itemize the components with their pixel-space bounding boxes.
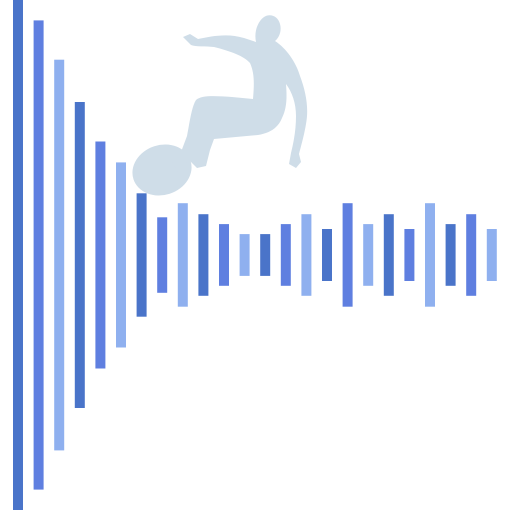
waveform-bar (445, 224, 456, 286)
waveform-bar (342, 203, 353, 307)
waveform-bar (280, 224, 291, 286)
waveform-bar (74, 102, 85, 408)
waveform-bar (404, 229, 415, 281)
waveform-bar (219, 224, 229, 286)
waveform-bar (116, 162, 126, 348)
waveform-bar (239, 234, 250, 276)
waveform-bar (363, 224, 374, 286)
waveform-bar (466, 214, 477, 296)
waveform-bar (136, 193, 147, 317)
waveform-bar (383, 214, 394, 296)
waveform-bar (301, 214, 312, 296)
waveform (13, 0, 497, 510)
waveform-bar (486, 229, 497, 281)
waveform-bar (33, 20, 44, 490)
surfer-silhouette (132, 15, 308, 196)
waveform-bar (322, 229, 332, 281)
waveform-bar (177, 203, 188, 307)
waveform-bar (260, 234, 271, 276)
waveform-bar (425, 203, 435, 307)
waveform-bar (95, 141, 106, 369)
waveform-bar (13, 0, 23, 510)
surfer-body-shape (172, 15, 308, 173)
waveform-bar (198, 214, 209, 296)
waveform-bar (54, 59, 65, 451)
waveform-bar (157, 217, 168, 293)
